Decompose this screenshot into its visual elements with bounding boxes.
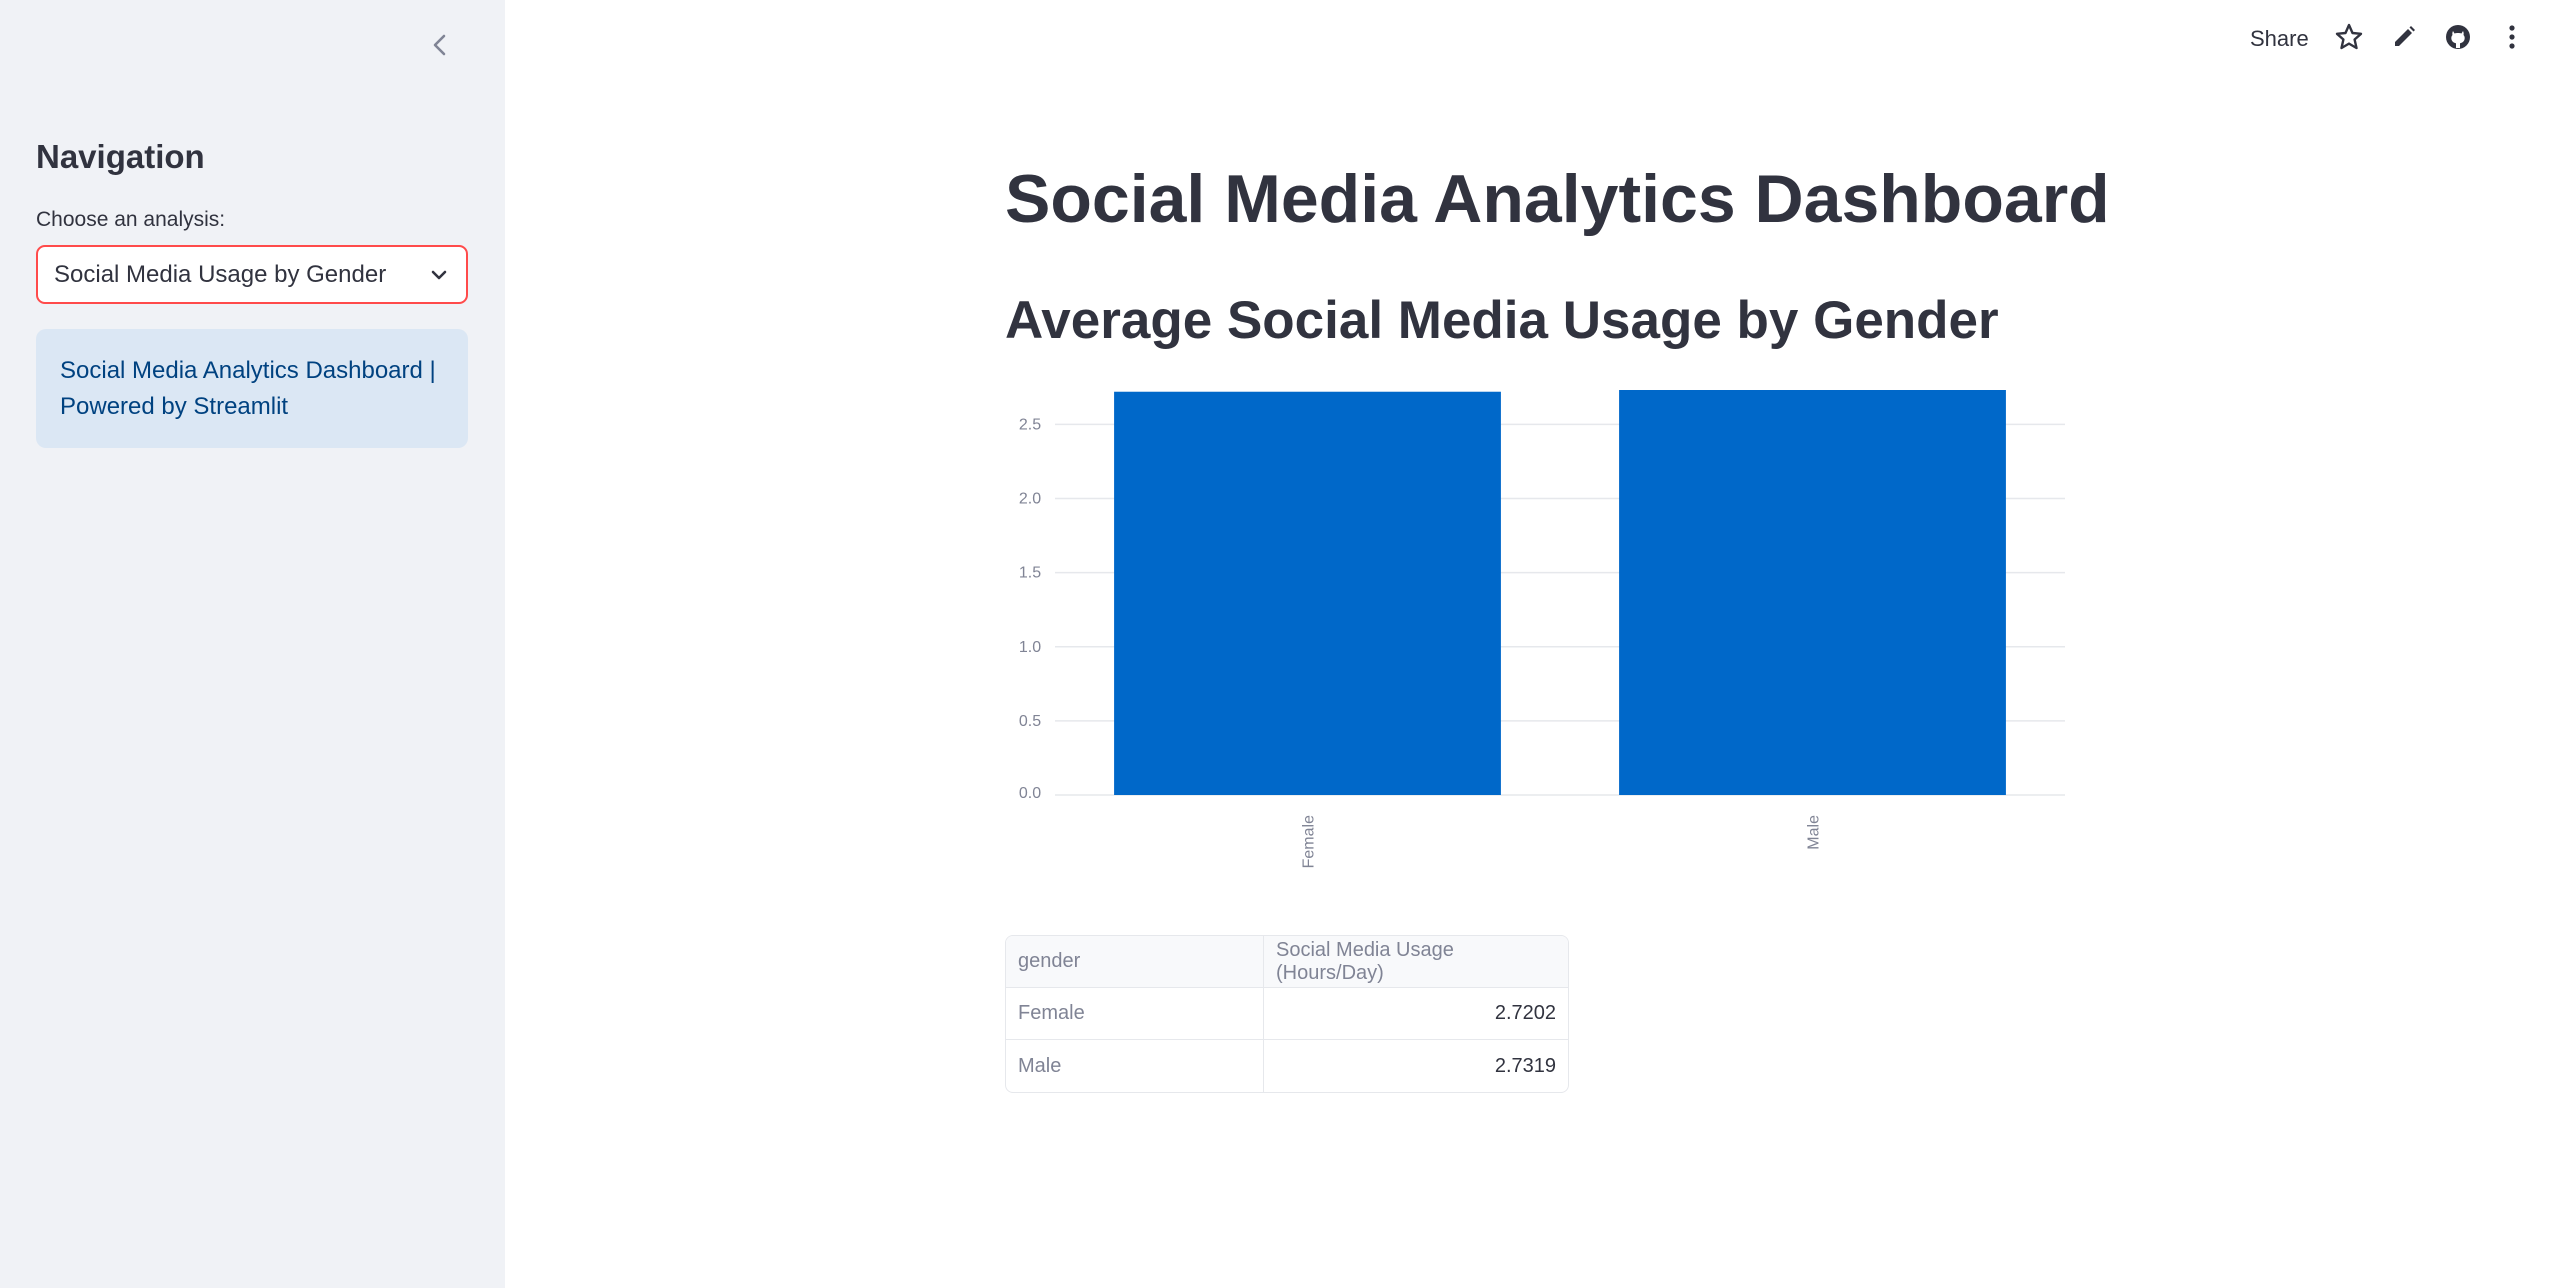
x-tick-label: Female — [1301, 815, 1318, 868]
y-tick-label: 2.5 — [1019, 416, 1041, 433]
edit-icon[interactable] — [2389, 22, 2419, 52]
y-tick-label: 1.5 — [1019, 565, 1041, 582]
page-title: Social Media Analytics Dashboard — [1005, 161, 2110, 237]
select-value: Social Media Usage by Gender — [54, 260, 387, 288]
info-box: Social Media Analytics Dashboard | Power… — [36, 329, 468, 448]
column-header-gender[interactable]: gender — [1006, 936, 1264, 988]
bar-male[interactable] — [1619, 390, 2006, 795]
table-cell-gender[interactable]: Female — [1006, 988, 1264, 1040]
table-cell-usage[interactable]: 2.7202 — [1264, 988, 1568, 1040]
column-header-usage[interactable]: Social Media Usage (Hours/Day) — [1264, 936, 1568, 988]
star-icon[interactable] — [2334, 22, 2364, 52]
bar-female[interactable] — [1114, 391, 1501, 795]
collapse-sidebar-button[interactable] — [425, 30, 455, 60]
chevron-down-icon — [431, 270, 447, 279]
x-tick-label: Male — [1806, 815, 1823, 850]
y-tick-label: 0.0 — [1019, 785, 1041, 802]
select-label: Choose an analysis: — [36, 208, 226, 231]
table-cell-gender[interactable]: Male — [1006, 1040, 1264, 1092]
chevron-left-icon — [433, 34, 446, 56]
analysis-select[interactable]: Social Media Usage by Gender — [36, 245, 468, 304]
y-tick-label: 1.0 — [1019, 639, 1041, 656]
sidebar: Navigation Choose an analysis: Social Me… — [0, 0, 505, 1288]
y-tick-label: 0.5 — [1019, 713, 1041, 730]
data-table: gender Social Media Usage (Hours/Day) Fe… — [1005, 935, 1569, 1093]
bar-chart: 0.0 0.5 1.0 1.5 2.0 2.5 Female Male — [1019, 390, 2065, 868]
table-row: Male 2.7319 — [1006, 1040, 1568, 1092]
table-header-row: gender Social Media Usage (Hours/Day) — [1006, 936, 1568, 988]
table-row: Female 2.7202 — [1006, 988, 1568, 1040]
y-tick-label: 2.0 — [1019, 491, 1041, 508]
section-title: Average Social Media Usage by Gender — [1005, 291, 1999, 350]
table-cell-usage[interactable]: 2.7319 — [1494, 1054, 1556, 1077]
github-icon[interactable] — [2443, 22, 2473, 52]
share-button[interactable]: Share — [2250, 26, 2309, 51]
more-menu-icon[interactable] — [2497, 22, 2527, 52]
sidebar-title: Navigation — [36, 138, 205, 175]
